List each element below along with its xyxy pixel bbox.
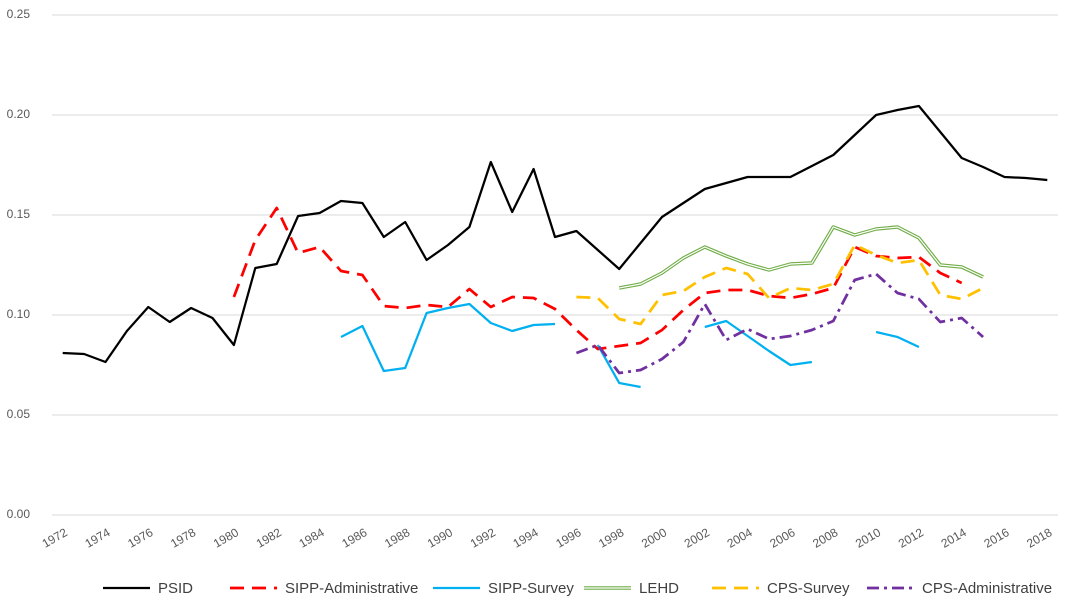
x-tick-label: 2002 [682,525,712,551]
series-line [232,206,963,351]
series-line [62,104,1048,364]
x-tick-label: 1980 [211,525,241,551]
x-tick-label: 1994 [511,525,541,551]
x-tick-label: 1976 [125,525,155,551]
legend-label: PSID [158,580,193,597]
legend-label: CPS-Administrative [922,580,1052,597]
x-tick-label: 2012 [896,525,926,551]
legend-label: SIPP-Administrative [285,580,418,597]
x-tick-label: 1972 [40,525,70,551]
x-tick-label: 2010 [853,525,883,551]
series-line [340,302,920,389]
legend-label: LEHD [639,580,679,597]
y-tick-label: 0.20 [7,107,31,121]
y-tick-label: 0.05 [7,407,31,421]
x-tick-label: 1990 [425,525,455,551]
legend-label: SIPP-Survey [488,580,574,597]
x-tick-label: 1978 [168,525,198,551]
series-line [576,243,984,326]
legend-label: CPS-Survey [767,580,850,597]
series-line [618,225,984,290]
x-tick-label: 1974 [82,525,112,551]
series-line [575,272,985,375]
x-tick-label: 1998 [596,525,626,551]
series-line-inner [619,226,984,289]
x-tick-label: 1996 [553,525,583,551]
x-tick-label: 1992 [468,525,498,551]
x-tick-label: 2000 [639,525,669,551]
y-tick-label: 0.25 [7,7,31,21]
x-tick-label: 2008 [810,525,840,551]
x-tick-label: 2006 [767,525,797,551]
y-tick-label: 0.00 [7,507,31,521]
x-tick-label: 2004 [725,525,755,551]
x-tick-label: 1984 [297,525,327,551]
x-tick-label: 2016 [981,525,1011,551]
x-tick-label: 2018 [1024,525,1054,551]
x-tick-label: 1982 [254,525,284,551]
y-tick-label: 0.10 [7,307,31,321]
x-tick-label: 1988 [382,525,412,551]
y-tick-label: 0.15 [7,207,31,221]
x-tick-label: 1986 [339,525,369,551]
x-tick-label: 2014 [939,525,969,551]
